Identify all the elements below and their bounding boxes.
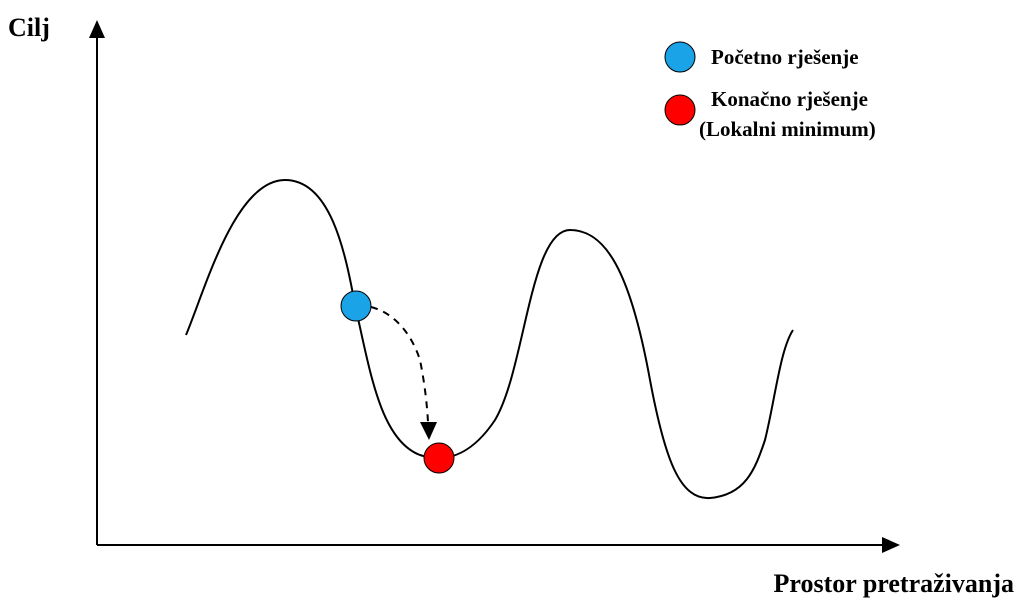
legend-start-label: Početno rješenje — [711, 45, 859, 69]
legend-end-label-line1: Konačno rješenje — [711, 87, 868, 111]
y-axis-title: Cilj — [8, 13, 50, 42]
y-axis — [89, 20, 105, 545]
move-arrow-path — [370, 306, 429, 423]
legend-end-marker — [664, 94, 696, 126]
final-solution-point — [423, 442, 455, 474]
move-arrow-head — [420, 422, 437, 440]
legend-end-label-line2: (Lokalni minimum) — [699, 117, 876, 141]
x-axis-arrowhead — [882, 537, 900, 553]
x-axis — [97, 537, 900, 553]
x-axis-title: Prostor pretraživanja — [774, 569, 1014, 598]
objective-curve — [185, 178, 794, 500]
legend-start-marker — [664, 41, 696, 73]
legend: Početno rješenje Konačno rješenje (Lokal… — [664, 41, 876, 141]
start-solution-point — [340, 290, 372, 322]
move-arrow — [370, 306, 437, 440]
y-axis-arrowhead — [89, 20, 105, 38]
